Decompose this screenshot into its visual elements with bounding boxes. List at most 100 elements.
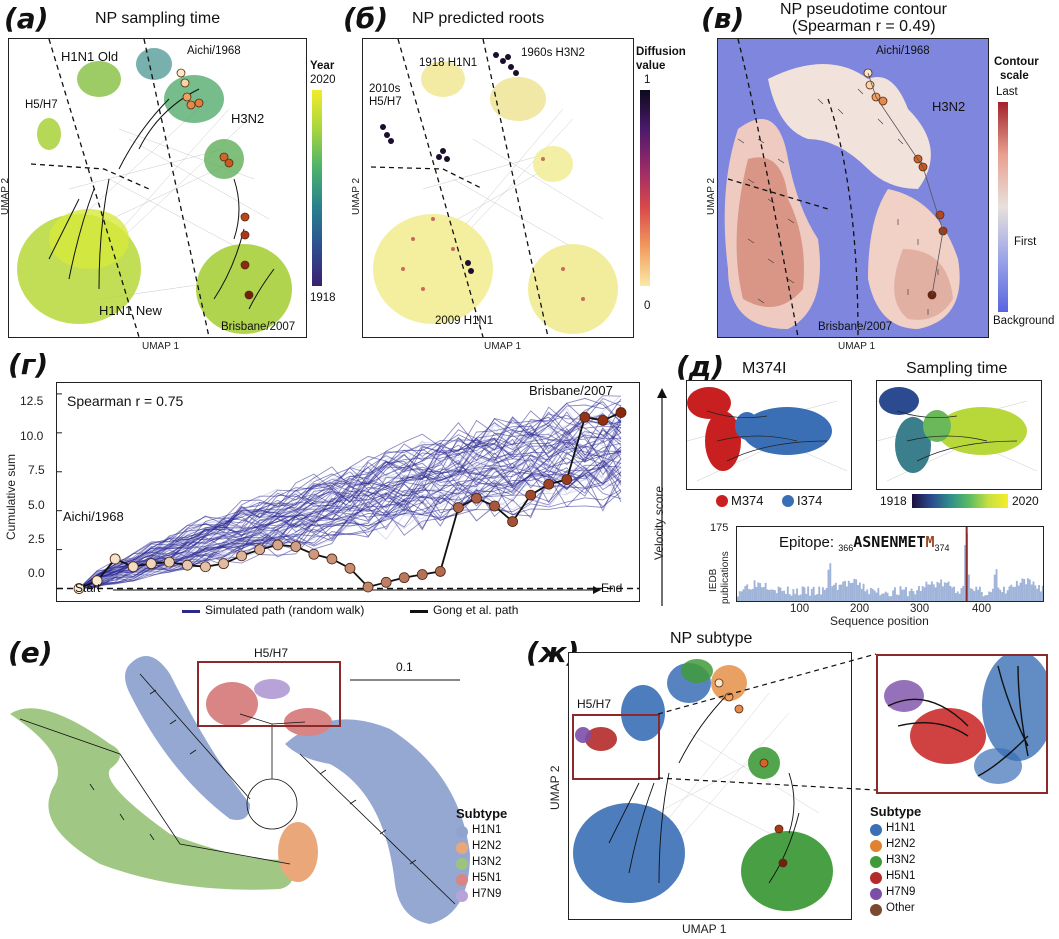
iedb-bar (849, 582, 852, 601)
panel-a-ylabel: UMAP 2 (0, 177, 11, 215)
iedb-bar (860, 588, 863, 601)
iedb-bar (1002, 586, 1005, 601)
iedb-bar (827, 569, 830, 601)
gong-path-point (579, 411, 591, 423)
gong-path-point (561, 474, 573, 485)
iedb-bar (903, 589, 906, 601)
iedb-bar (881, 593, 883, 601)
label-h1n1-old: H1N1 Old (61, 49, 119, 64)
iedb-bar (805, 593, 808, 601)
gong-path-point (362, 581, 374, 593)
label-b-h5h7: H5/H7 (369, 96, 402, 108)
iedb-bar (943, 582, 946, 601)
iedb-bar (858, 582, 861, 601)
iedb-bar (777, 586, 780, 601)
cum-spearman: Spearman r = 0.75 (67, 393, 184, 409)
iedb-bar (890, 596, 893, 601)
umap-legend-label: H3N2 (886, 854, 916, 866)
umap-legend-label: Other (886, 902, 915, 914)
iedb-bar (737, 596, 739, 601)
iedb-bar (1041, 585, 1043, 601)
m374i-plot (686, 380, 852, 490)
iedb-bar (779, 587, 782, 601)
gong-path-point (326, 553, 338, 565)
iedb-bar (905, 587, 907, 601)
iedb-bar (792, 589, 795, 601)
iedb-bar (894, 587, 896, 601)
tree-legend-swatch (456, 826, 468, 838)
iedb-bar (797, 595, 800, 601)
iedb-bar (895, 594, 898, 601)
cum-ylabel: Cumulative sum (4, 453, 18, 540)
iedb-bar (934, 587, 937, 601)
iedb-bar (799, 594, 802, 601)
tree-legend-label: H1N1 (472, 824, 502, 836)
iedb-bar (1008, 586, 1011, 601)
iedb-bar (962, 585, 965, 601)
iedb-bar (757, 582, 760, 601)
tree-legend-swatch (456, 890, 468, 902)
iedb-bar (945, 582, 948, 601)
iedb-bar (755, 586, 758, 601)
tree-legend-label: H2N2 (472, 840, 502, 852)
epitope-label: Epitope: 366ASNENMETM374 (779, 533, 950, 553)
simulated-path-line (78, 418, 622, 589)
iedb-bar (1004, 593, 1007, 601)
iedb-bar (919, 590, 922, 601)
legend-simulated-swatch (182, 610, 200, 613)
umap-legend-swatch (870, 904, 882, 916)
umap-legend-label: H2N2 (886, 838, 916, 850)
start-end-arrow-head (593, 586, 601, 594)
iedb-bar (744, 585, 747, 601)
iedb-bar (847, 580, 850, 601)
gong-path-point (380, 576, 392, 588)
colorbar-e-max: 2020 (1012, 494, 1039, 508)
iedb-ylabel-1: IEDB (708, 568, 719, 592)
cum-ytick: 5.0 (28, 498, 45, 512)
iedb-bar (886, 592, 889, 601)
panel-letter-e: (д) (676, 350, 725, 383)
colorbar-c (998, 102, 1008, 312)
panel-letter-a: (а) (4, 2, 49, 35)
iedb-bar (764, 582, 767, 601)
iedb-bar (845, 586, 848, 601)
colorbar-b (640, 90, 650, 286)
iedb-bar (975, 586, 978, 601)
simulated-path-line (78, 409, 622, 589)
iedb-bar (838, 584, 841, 601)
iedb-bar (821, 587, 824, 601)
iedb-bar (973, 591, 976, 601)
iedb-bar (751, 588, 754, 601)
iedb-bar (788, 594, 791, 601)
iedb-ytick-175: 175 (710, 522, 729, 534)
iedb-bar (794, 593, 797, 601)
iedb-bar (775, 593, 778, 601)
iedb-bar (1034, 585, 1037, 601)
iedb-bar (986, 595, 989, 601)
zoom-inset-umap (884, 656, 1046, 784)
iedb-bar (967, 574, 970, 601)
umap-legend-swatch (870, 872, 882, 884)
iedb-bar (773, 590, 776, 601)
label-brisbane-2007: Brisbane/2007 (221, 321, 296, 333)
iedb-bar (864, 591, 867, 601)
iedb-bar (746, 584, 749, 601)
panel-b-xlabel: UMAP 1 (484, 341, 522, 352)
iedb-plot: Epitope: 366ASNENMETM374 (736, 526, 1044, 602)
iedb-bar (993, 574, 996, 601)
iedb-bar (897, 594, 900, 601)
simulated-path-line (78, 406, 622, 589)
iedb-xlabel: Sequence position (830, 614, 929, 628)
iedb-bar (786, 586, 789, 601)
iedb-bar (762, 586, 765, 601)
iedb-xtick: 100 (790, 603, 810, 615)
panel-a-umap (17, 39, 292, 337)
gong-path-point (272, 539, 284, 551)
iedb-bar (1017, 585, 1020, 601)
phylo-tree (10, 656, 470, 924)
iedb-bar (781, 591, 784, 601)
iedb-bar (938, 583, 941, 601)
iedb-bar (921, 586, 924, 601)
iedb-bar (840, 584, 843, 601)
iedb-bar (831, 586, 834, 601)
